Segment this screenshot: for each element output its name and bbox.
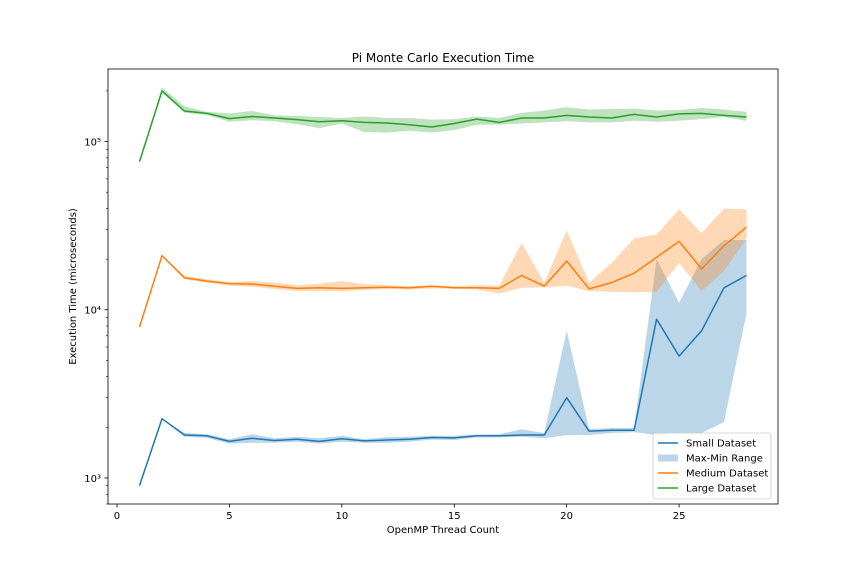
axes: 0 5 10 15 20 25 10³ 10⁴ 10⁵ — [84, 68, 779, 522]
legend-label-1: Small Dataset — [686, 439, 756, 450]
x-tick-label: 10 — [335, 511, 348, 522]
x-tick-label: 0 — [114, 511, 120, 522]
series-line-3 — [138, 90, 747, 162]
legend-swatch-2 — [658, 454, 678, 462]
y-tick-label: 10⁵ — [84, 138, 101, 149]
x-tick-label: 25 — [673, 511, 686, 522]
y-tick-label: 10⁴ — [84, 306, 101, 317]
x-tick-label: 15 — [448, 511, 461, 522]
legend-box — [652, 432, 772, 500]
plot-frame — [107, 68, 779, 505]
chart-title: Pi Monte Carlo Execution Time — [352, 51, 535, 65]
y-tick-label: 10³ — [84, 474, 101, 485]
x-tick-label: 5 — [226, 511, 232, 522]
series-line-2 — [138, 226, 747, 328]
range-band-2 — [139, 208, 747, 327]
plot-area — [138, 87, 747, 486]
range-band-1 — [139, 240, 747, 486]
legend-label-2: Max-Min Range — [686, 454, 763, 465]
legend: Small Dataset Max-Min Range Medium Dataset… — [652, 432, 772, 500]
series-line-1 — [138, 274, 747, 486]
x-axis-label: OpenMP Thread Count — [387, 525, 499, 536]
y-axis-label: Execution Time (microseconds) — [68, 208, 79, 365]
legend-label-3: Medium Dataset — [686, 469, 768, 480]
x-tick-label: 20 — [560, 511, 573, 522]
legend-label-4: Large Dataset — [686, 484, 757, 495]
